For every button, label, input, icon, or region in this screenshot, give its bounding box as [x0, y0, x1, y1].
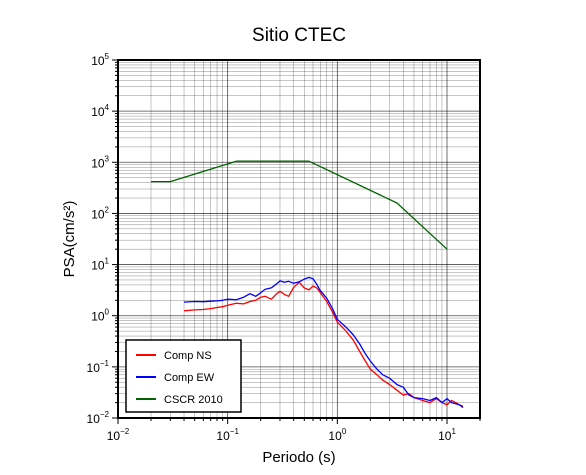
x-tick-label: 10−2	[107, 427, 130, 443]
tick-labels: 10−2 10−1 100 101 10−2 10−1 100 101 102 103 104 105	[87, 52, 457, 443]
series-line-comp-ns	[183, 281, 464, 407]
x-axis-label: Periodo (s)	[262, 449, 335, 466]
y-tick-label: 102	[91, 205, 109, 221]
y-tick-label: 101	[91, 257, 109, 273]
x-tick-label: 10−1	[216, 427, 239, 443]
plot-area	[117, 59, 481, 419]
legend-label: Comp NS	[164, 350, 212, 362]
axis-ticks	[112, 59, 481, 424]
series-layer	[151, 160, 464, 409]
x-tick-label: 100	[328, 427, 346, 443]
legend-label: Comp EW	[164, 372, 215, 384]
y-tick-label: 10−2	[87, 410, 110, 426]
y-tick-label: 100	[91, 308, 109, 324]
y-tick-label: 103	[91, 154, 109, 170]
y-tick-label: 104	[91, 103, 109, 119]
y-axis-label: PSA(cm/s²)	[61, 201, 78, 278]
y-tick-label: 10−1	[87, 359, 110, 375]
series-line-comp-ew	[183, 276, 464, 409]
y-tick-label: 105	[91, 52, 109, 68]
legend-label: CSCR 2010	[164, 394, 223, 406]
grid	[117, 59, 481, 419]
x-tick-label: 101	[438, 427, 456, 443]
chart-title: Sitio CTEC	[252, 25, 346, 46]
legend: Comp NS Comp EW CSCR 2010	[125, 339, 242, 413]
series-line-cscr-2010	[151, 160, 448, 250]
